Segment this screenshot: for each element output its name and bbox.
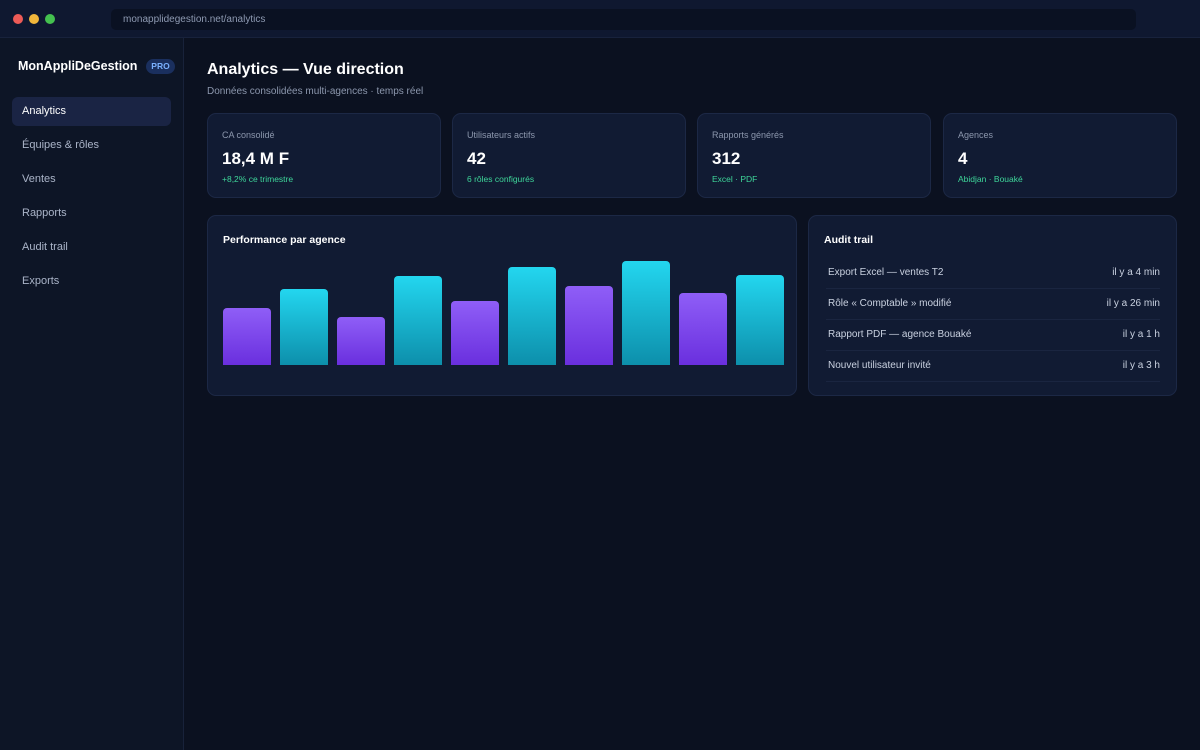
audit-event: Rôle « Comptable » modifié <box>828 298 952 309</box>
agency-bar[interactable] <box>565 286 613 365</box>
audit-row[interactable]: Nouvel utilisateur invité il y a 3 h <box>826 351 1160 382</box>
page-title: Analytics — Vue direction <box>207 61 404 78</box>
page-subtitle: Données consolidées multi-agences · temp… <box>207 86 424 97</box>
kpi-value: 4 <box>958 149 968 168</box>
sidebar-item-analytics[interactable]: Analytics <box>12 97 171 126</box>
agency-bar[interactable] <box>622 261 670 365</box>
kpi-trend: 6 rôles configurés <box>467 174 535 184</box>
audit-time: il y a 4 min <box>1112 267 1160 278</box>
sidebar-item-ventes[interactable]: Ventes <box>22 173 56 185</box>
kpi-trend: +8,2% ce trimestre <box>222 174 294 184</box>
audit-event: Rapport PDF — agence Bouaké <box>828 329 972 340</box>
kpi-card-agencies: Agences 4 Abidjan · Bouaké <box>943 113 1177 198</box>
kpi-label: Agences <box>958 130 994 140</box>
sidebar-item-equipes-roles[interactable]: Équipes & rôles <box>22 139 100 151</box>
audit-title: Audit trail <box>824 234 873 246</box>
audit-time: il y a 26 min <box>1106 298 1160 309</box>
maximize-window-dot[interactable] <box>45 14 55 24</box>
agency-bar[interactable] <box>223 308 271 365</box>
kpi-trend: Excel · PDF <box>712 174 758 184</box>
address-bar[interactable]: monapplidegestion.net/analytics <box>111 9 1136 30</box>
kpi-card-users: Utilisateurs actifs 42 6 rôles configuré… <box>452 113 686 198</box>
agency-bar[interactable] <box>280 289 328 365</box>
agency-bar[interactable] <box>337 317 385 365</box>
chart-title: Performance par agence <box>223 234 346 246</box>
sidebar-item-exports[interactable]: Exports <box>22 275 60 287</box>
kpi-card-reports: Rapports générés 312 Excel · PDF <box>697 113 931 198</box>
kpi-label: CA consolidé <box>222 130 275 140</box>
agency-bar[interactable] <box>508 267 556 365</box>
kpi-value: 42 <box>467 149 486 168</box>
audit-row[interactable]: Rapport PDF — agence Bouaké il y a 1 h <box>826 320 1160 351</box>
kpi-label: Rapports générés <box>712 130 784 140</box>
minimize-window-dot[interactable] <box>29 14 39 24</box>
kpi-label: Utilisateurs actifs <box>467 130 536 140</box>
kpi-trend: Abidjan · Bouaké <box>958 174 1023 184</box>
audit-trail-card: Audit trail Export Excel — ventes T2 il … <box>808 215 1177 396</box>
audit-row[interactable]: Export Excel — ventes T2 il y a 4 min <box>826 258 1160 289</box>
sidebar-item-audit-trail[interactable]: Audit trail <box>22 241 68 253</box>
audit-time: il y a 3 h <box>1122 360 1160 371</box>
audit-event: Export Excel — ventes T2 <box>828 267 944 278</box>
agency-bar[interactable] <box>679 293 727 365</box>
agency-bar[interactable] <box>394 276 442 365</box>
performance-chart-card: Performance par agence <box>207 215 797 396</box>
agency-bar[interactable] <box>451 301 499 365</box>
audit-row[interactable]: Rôle « Comptable » modifié il y a 26 min <box>826 289 1160 320</box>
kpi-value: 312 <box>712 149 741 168</box>
browser-chrome: monapplidegestion.net/analytics <box>0 0 1200 38</box>
sidebar-item-rapports[interactable]: Rapports <box>22 207 67 219</box>
pro-badge: PRO <box>146 59 175 74</box>
audit-time: il y a 1 h <box>1122 329 1160 340</box>
close-window-dot[interactable] <box>13 14 23 24</box>
audit-event: Nouvel utilisateur invité <box>828 360 931 371</box>
app-brand: MonAppliDeGestion <box>18 59 138 73</box>
kpi-card-ca: CA consolidé 18,4 M F +8,2% ce trimestre <box>207 113 441 198</box>
agency-bar[interactable] <box>736 275 784 365</box>
sidebar: MonAppliDeGestion PRO Analytics Équipes … <box>0 38 184 750</box>
kpi-value: 18,4 M F <box>222 149 290 168</box>
